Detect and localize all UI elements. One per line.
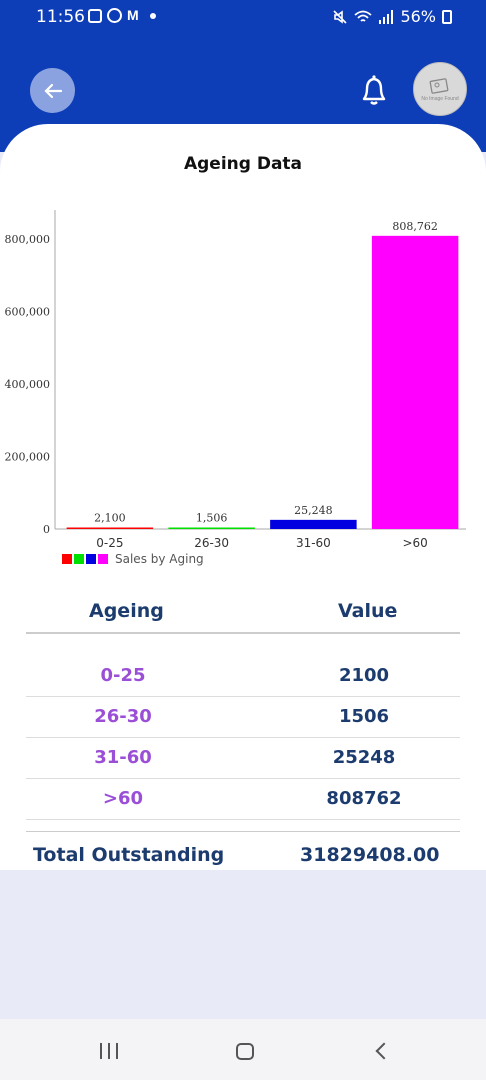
y-tick-label: 0	[43, 523, 50, 536]
table-header: Ageing Value	[26, 598, 460, 634]
arrow-left-icon	[43, 83, 62, 98]
value-cell: 808762	[326, 788, 402, 809]
home-button[interactable]	[236, 1043, 254, 1060]
total-value: 31829408.00	[300, 844, 440, 866]
ageing-header: Ageing	[89, 600, 164, 622]
value-cell: 25248	[332, 747, 396, 768]
bar	[66, 527, 154, 529]
bar	[371, 235, 459, 529]
ageing-cell: 31-60	[94, 747, 152, 768]
bar-data-label: 1,506	[196, 512, 228, 525]
total-label: Total Outstanding	[33, 844, 225, 866]
chart-legend: Sales by Aging	[62, 552, 204, 566]
content-card: Ageing Data 0 200,000 400,000 600,000 800,00…	[0, 124, 486, 870]
system-back-button[interactable]	[375, 1042, 393, 1060]
x-tick-label: 31-60	[296, 536, 331, 550]
y-tick-label: 600,000	[5, 306, 51, 319]
value-cell: 2100	[338, 665, 390, 686]
more-notifications-icon	[149, 12, 156, 19]
x-tick-label: >60	[402, 536, 427, 550]
legend-swatch	[98, 554, 108, 564]
table-row: >60 808762	[26, 779, 460, 820]
y-tick-label: 800,000	[5, 233, 51, 246]
value-cell: 1506	[338, 706, 390, 727]
x-tick-label: 0-25	[96, 536, 123, 550]
mute-icon	[333, 9, 348, 24]
bar-data-label: 808,762	[392, 220, 438, 233]
y-tick-label: 200,000	[5, 451, 51, 464]
legend-label: Sales by Aging	[115, 552, 204, 566]
table-row: 0-25 2100	[26, 656, 460, 697]
battery-icon	[442, 9, 452, 24]
table-row: 31-60 25248	[26, 738, 460, 779]
legend-swatch	[86, 554, 96, 564]
status-bar: 11:56 M 56%	[0, 0, 486, 32]
wifi-icon	[354, 10, 373, 22]
bar	[168, 527, 255, 529]
avatar-caption: No Image Found	[421, 96, 459, 102]
bar	[270, 519, 357, 529]
total-row: Total Outstanding 31829408.00	[0, 844, 486, 870]
no-image-icon	[429, 78, 449, 94]
bell-icon	[362, 75, 386, 105]
notifications-button[interactable]	[358, 72, 390, 108]
ageing-cell: 26-30	[94, 706, 152, 727]
ageing-bar-chart: 0 200,000 400,000 600,000 800,000 2,100 1,506…	[5, 210, 466, 550]
value-header: Value	[338, 600, 398, 622]
legend-swatch	[62, 554, 72, 564]
system-nav-bar	[0, 1019, 486, 1080]
total-divider	[26, 831, 460, 832]
ageing-cell: 0-25	[100, 665, 146, 686]
battery-percent: 56%	[400, 7, 436, 26]
bar-data-label: 2,100	[94, 512, 126, 525]
table-row: 26-30 1506	[26, 697, 460, 738]
legend-swatch	[74, 554, 84, 564]
x-tick-label: 26-30	[194, 536, 229, 550]
signal-icon	[379, 9, 394, 24]
status-time: 11:56	[36, 7, 85, 27]
ageing-cell: >60	[102, 788, 144, 809]
recent-apps-button[interactable]	[100, 1043, 118, 1059]
back-button[interactable]	[30, 68, 75, 113]
bar-data-label: 25,248	[294, 504, 333, 517]
gmail-notification-icon: M	[127, 7, 139, 23]
profile-avatar[interactable]: No Image Found	[413, 62, 467, 116]
page-title: Ageing Data	[183, 154, 303, 174]
y-tick-label: 400,000	[5, 378, 51, 391]
checkbox-notification-icon	[88, 8, 102, 23]
sync-notification-icon	[107, 8, 122, 23]
